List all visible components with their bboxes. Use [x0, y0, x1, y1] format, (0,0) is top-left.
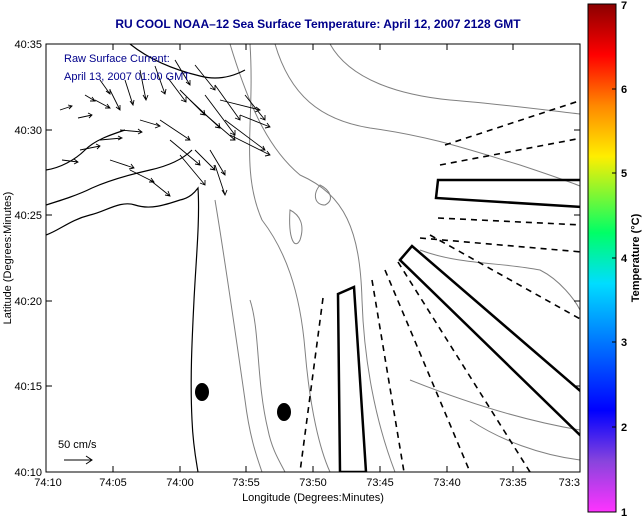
x-tick-label: 73:35	[499, 477, 527, 489]
x-tick-label: 74:00	[166, 477, 194, 489]
legend-line-1: Raw Surface Current:	[64, 53, 170, 65]
bathymetry-contours	[214, 44, 580, 472]
map-title: RU COOL NOAA–12 Sea Surface Temperature:…	[115, 17, 521, 31]
dashed-radials	[299, 99, 580, 472]
map-plot-area: Raw Surface Current: April 13, 2007 01:0…	[46, 44, 580, 472]
legend-line-2: April 13, 2007 01:00 GMT	[64, 71, 190, 83]
y-tick-label: 40:25	[14, 210, 42, 222]
x-tick-label: 74:05	[99, 477, 127, 489]
y-axis: 40:35 40:30 40:25 40:20 40:15 40:10 Lati…	[2, 39, 580, 479]
x-axis: 74:10 74:05 74:00 73:55 73:50 73:45 73:4…	[34, 44, 580, 504]
colorbar-tick-label: 1	[621, 507, 627, 518]
transect-box	[336, 285, 368, 472]
y-axis-label: Latitude (Degrees:Minutes)	[2, 192, 14, 325]
x-tick-label: 73:55	[232, 477, 260, 489]
colorbar-tick-label: 5	[621, 168, 627, 180]
y-tick-label: 40:35	[14, 39, 42, 51]
x-tick-label: 73:45	[366, 477, 394, 489]
transect-box	[398, 244, 580, 437]
y-tick-label: 40:15	[14, 381, 42, 393]
y-tick-label: 40:20	[14, 296, 42, 308]
colorbar-tick-label: 4	[621, 253, 628, 265]
x-tick-label: 73:40	[433, 477, 461, 489]
coastline	[46, 44, 246, 472]
colorbar-tick-label: 7	[621, 0, 627, 12]
y-tick-label: 40:30	[14, 125, 42, 137]
colorbar-tick-label: 6	[621, 84, 627, 96]
x-tick-label: 74:10	[34, 477, 62, 489]
scale-arrow	[64, 455, 93, 465]
x-tick-label: 73:3	[559, 477, 580, 489]
colorbar-tick-label: 2	[621, 422, 627, 434]
y-tick-label: 40:10	[14, 467, 42, 479]
colorbar-tick-label: 3	[621, 337, 627, 349]
colorbar-gradient	[587, 3, 617, 513]
station-marker	[195, 383, 209, 401]
x-axis-label: Longitude (Degrees:Minutes)	[242, 492, 384, 504]
scale-label: 50 cm/s	[58, 439, 97, 451]
colorbar-label: Temperature (°C)	[630, 213, 642, 302]
temperature-colorbar: 7 6 5 4 3 2 1 Temperature (°C)	[587, 0, 642, 518]
surface-current-vectors	[59, 59, 271, 197]
transect-box	[434, 178, 580, 209]
station-marker	[277, 403, 291, 421]
transect-boxes	[336, 178, 580, 472]
x-tick-label: 73:50	[299, 477, 327, 489]
